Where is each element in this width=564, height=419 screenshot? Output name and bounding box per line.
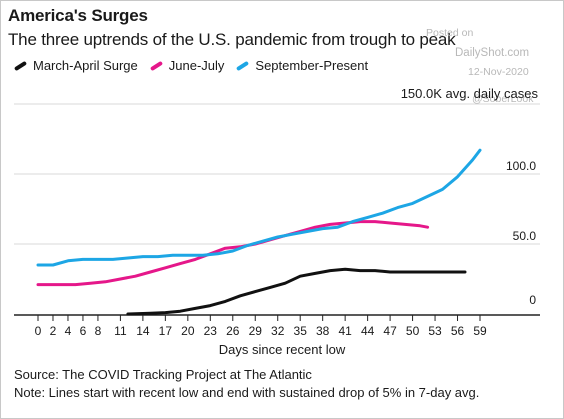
y-axis-unit-label: 150.0K avg. daily cases: [400, 86, 538, 101]
x-tick-label: 32: [271, 324, 285, 338]
chart-subtitle: The three uptrends of the U.S. pandemic …: [8, 30, 456, 49]
y-tick-label: 0: [529, 293, 536, 307]
x-tick-label: 14: [136, 324, 150, 338]
x-tick-label: 44: [361, 324, 375, 338]
legend-item-june-july: June-July: [149, 58, 225, 73]
x-tick-label: 26: [226, 324, 240, 338]
x-tick-label: 29: [249, 324, 263, 338]
x-axis-label: Days since recent low: [218, 342, 346, 357]
legend-item-september-present: September-Present: [236, 58, 368, 73]
x-tick-label: 38: [316, 324, 330, 338]
x-tick-label: 0: [35, 324, 42, 338]
x-tick-label: 50: [406, 324, 420, 338]
legend-label-june-july: June-July: [168, 58, 225, 73]
series-line-june-july: [36, 220, 430, 287]
x-tick-label: 35: [294, 324, 308, 338]
y-tick-label: 50.0: [513, 229, 537, 243]
watermark-site: DailyShot.com: [455, 47, 530, 59]
legend: March-April Surge June-July September-Pr…: [13, 58, 380, 73]
x-tick-label: 17: [159, 324, 173, 338]
x-tick-label: 56: [451, 324, 465, 338]
x-tick-label: 53: [428, 324, 442, 338]
series-line-march-april-surge: [126, 267, 467, 316]
legend-label-september-present: September-Present: [255, 58, 369, 73]
watermark-posted: Posted on: [426, 27, 474, 39]
x-tick-label: 41: [338, 324, 352, 338]
x-tick-label: 23: [204, 324, 218, 338]
x-tick-label: 2: [50, 324, 57, 338]
chart-title: America's Surges: [8, 6, 148, 25]
watermark-date: 12-Nov-2020: [468, 66, 529, 78]
x-tick-label: 47: [383, 324, 397, 338]
x-tick-label: 8: [95, 324, 102, 338]
watermark-handle: @SoberLook: [472, 93, 534, 105]
legend-label-march-april: March-April Surge: [33, 58, 138, 73]
source-note: Source: The COVID Tracking Project at Th…: [14, 367, 312, 382]
legend-item-march-april: March-April Surge: [13, 58, 138, 73]
x-tick-label: 11: [114, 324, 127, 338]
footnote: Note: Lines start with recent low and en…: [14, 385, 480, 400]
x-tick-label: 59: [473, 324, 487, 338]
x-tick-label: 6: [80, 324, 87, 338]
x-tick-label: 20: [181, 324, 195, 338]
y-tick-label: 100.0: [506, 159, 536, 173]
series-line-september-present: [36, 148, 482, 267]
x-tick-label: 4: [65, 324, 72, 338]
